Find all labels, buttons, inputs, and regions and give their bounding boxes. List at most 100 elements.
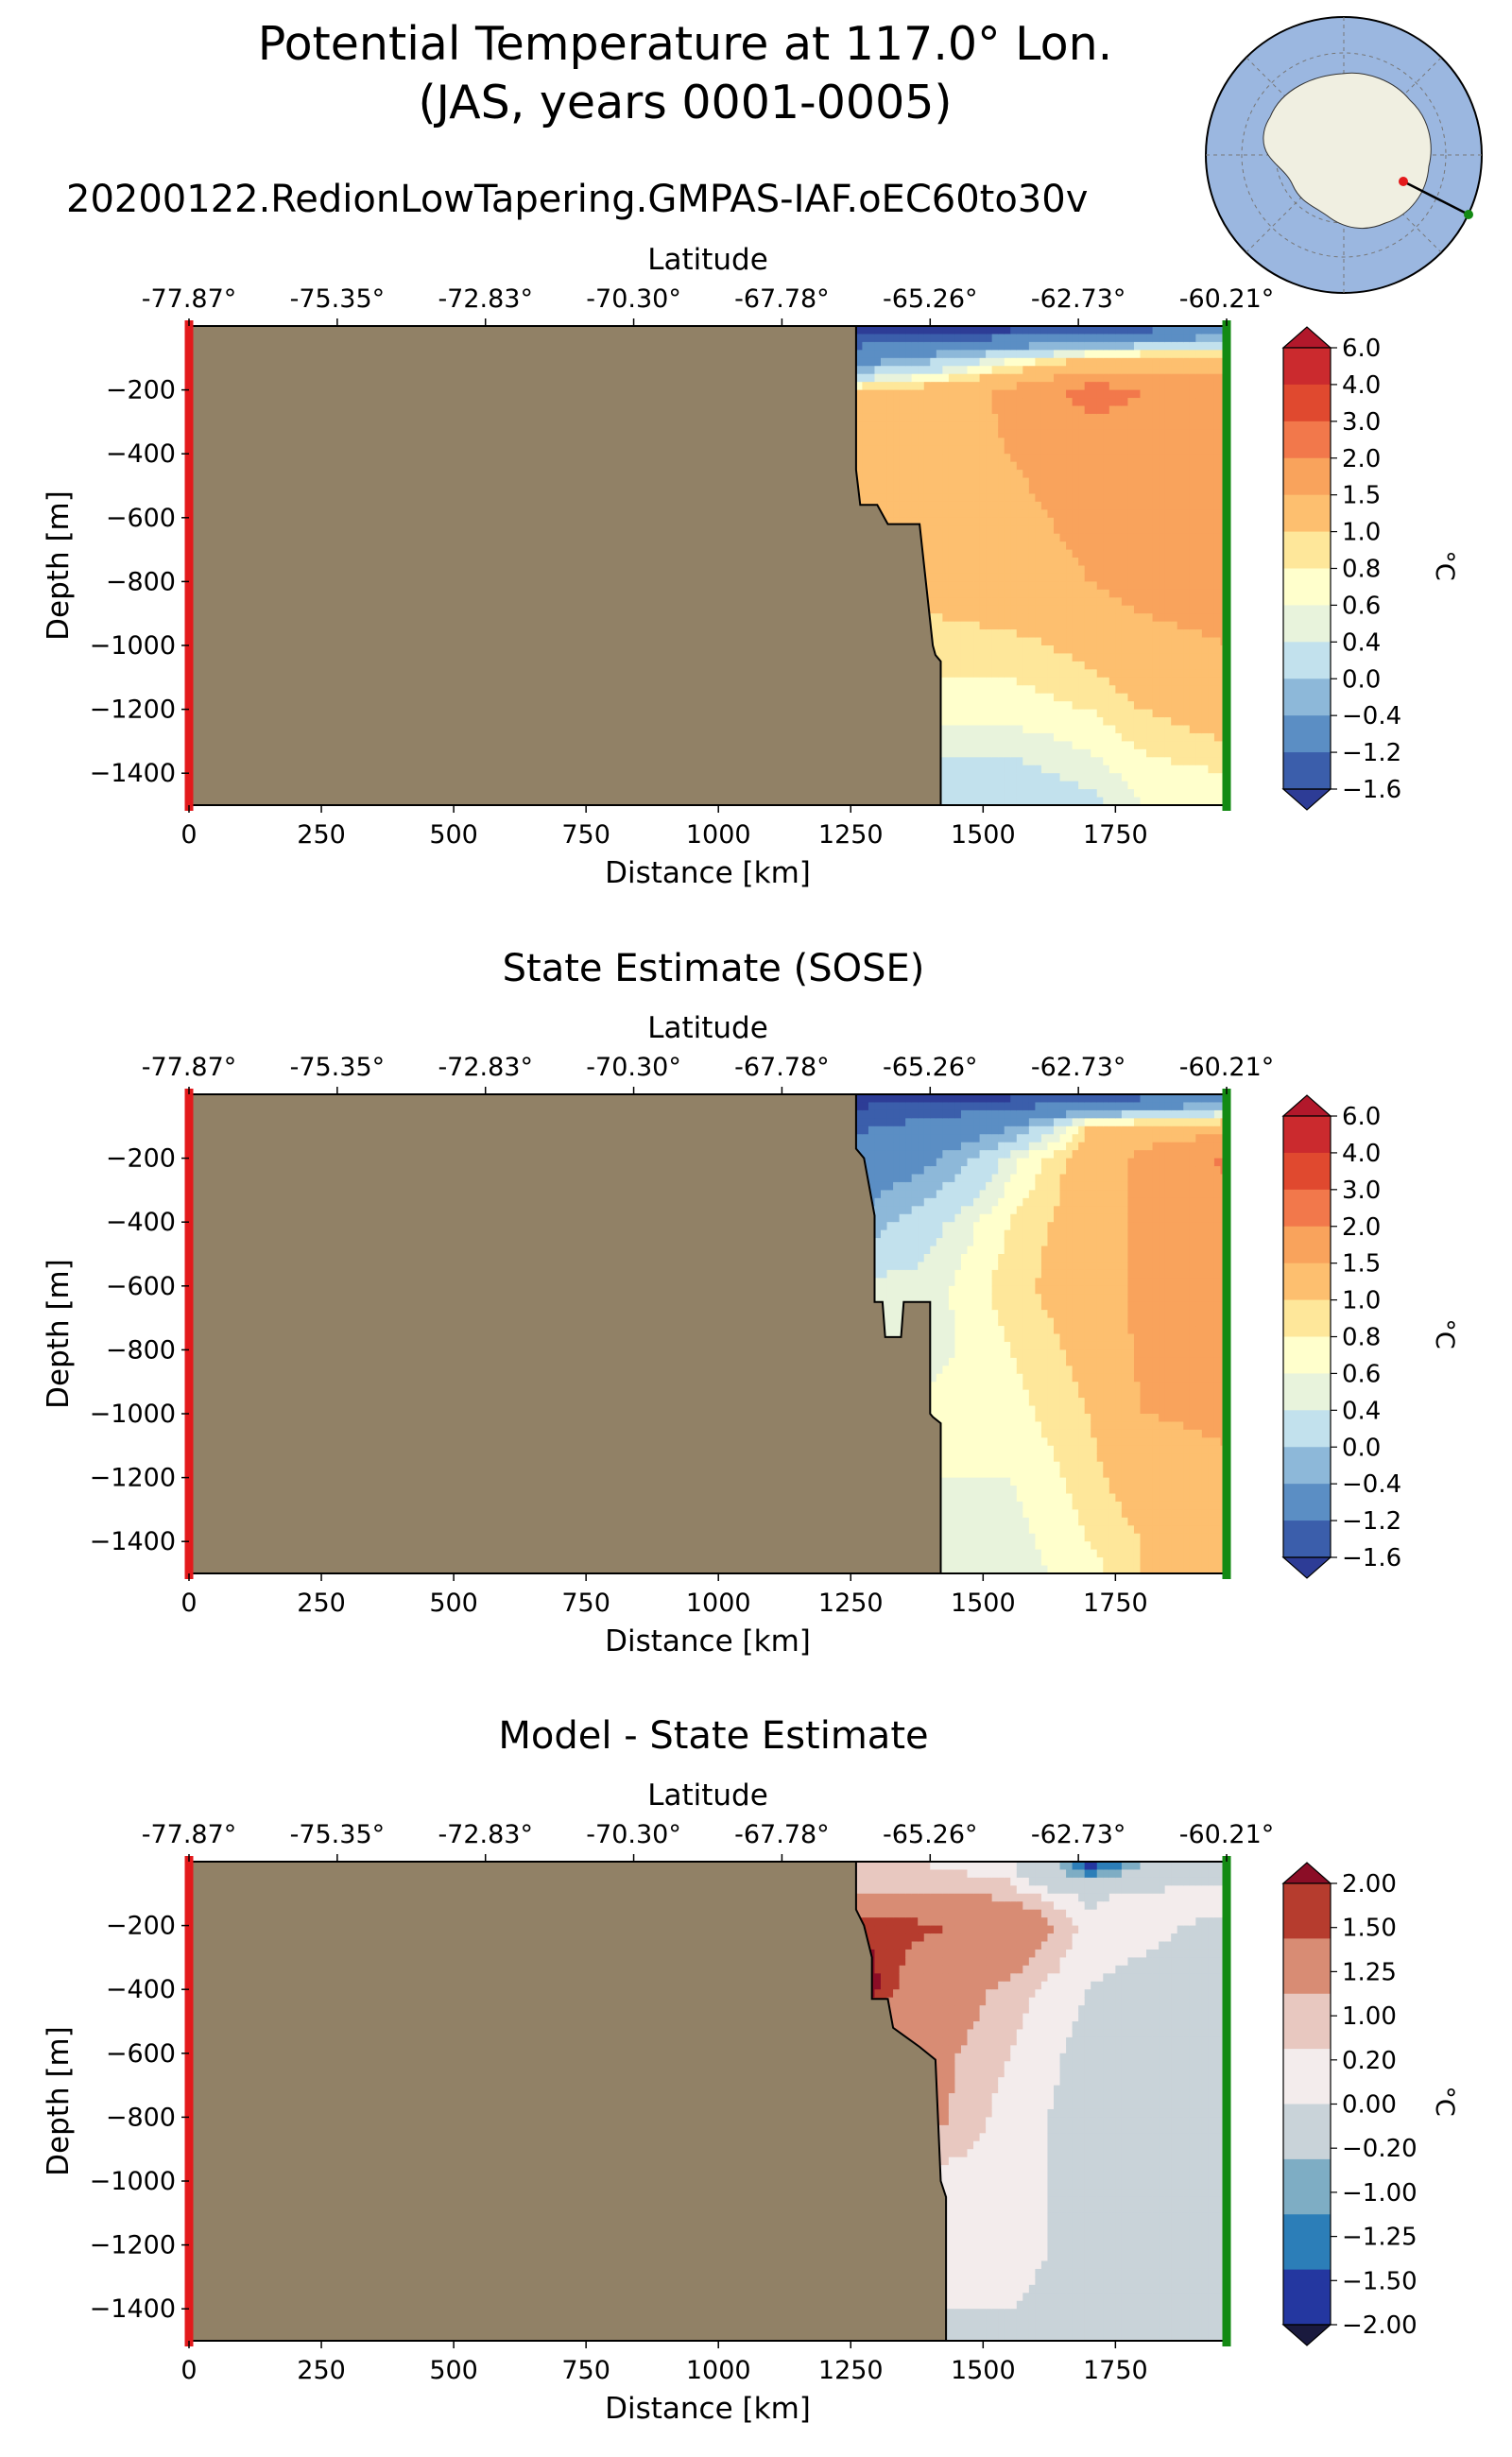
field-cell: [905, 1150, 913, 1160]
field-cell: [973, 1445, 981, 1454]
field-cell: [1159, 797, 1166, 806]
field-cell: [1208, 741, 1215, 750]
field-cell: [1140, 645, 1147, 655]
field-cell: [936, 366, 943, 375]
x-tick-label: 750: [561, 820, 610, 850]
field-cell: [886, 477, 894, 487]
field-cell: [899, 1222, 906, 1231]
field-cell: [936, 334, 943, 343]
field-cell: [948, 1461, 956, 1470]
field-cell: [874, 1118, 882, 1127]
field-cell: [918, 1206, 925, 1215]
field-cell: [881, 486, 888, 495]
field-cell: [1140, 461, 1147, 471]
field-cell: [1096, 382, 1104, 391]
field-cell: [1146, 445, 1154, 455]
field-cell: [1164, 533, 1172, 542]
field-cell: [1208, 748, 1215, 758]
field-cell: [1028, 389, 1036, 399]
field-cell: [936, 1389, 943, 1399]
field-cell: [954, 470, 962, 479]
field-cell: [1108, 413, 1116, 422]
field-cell: [1177, 373, 1184, 383]
field-cell: [1164, 685, 1172, 695]
field-cell: [1004, 669, 1011, 679]
field-cell: [1103, 725, 1110, 734]
field-cell: [1115, 541, 1123, 551]
field-cell: [930, 509, 937, 519]
field-cell: [874, 1181, 882, 1191]
field-cell: [1010, 725, 1018, 734]
field-cell: [948, 789, 956, 799]
field-cell: [1108, 398, 1116, 407]
field-cell: [936, 637, 943, 646]
field-cell: [1108, 558, 1116, 567]
field-cell: [1140, 525, 1147, 535]
field-cell: [1047, 637, 1055, 646]
field-cell: [1108, 501, 1116, 510]
field-cell: [954, 1222, 962, 1231]
field-cell: [1035, 669, 1042, 679]
field-cell: [1189, 389, 1196, 399]
field-cell: [1108, 589, 1116, 598]
field-cell: [942, 789, 950, 799]
field-cell: [899, 1238, 906, 1247]
field-cell: [1140, 725, 1147, 734]
field-cell: [881, 477, 888, 487]
field-cell: [1121, 326, 1129, 335]
field-cell: [979, 765, 987, 774]
field-cell: [1004, 421, 1011, 431]
field-cell: [886, 1174, 894, 1183]
field-cell: [930, 501, 937, 510]
field-cell: [1096, 701, 1104, 711]
field-cell: [973, 669, 981, 679]
field-cell: [868, 398, 876, 407]
field-cell: [1208, 732, 1215, 742]
field-cell: [967, 341, 974, 351]
field-cell: [1121, 717, 1129, 727]
field-cell: [1201, 581, 1209, 591]
field-cell: [1004, 677, 1011, 686]
field-cell: [1010, 685, 1018, 695]
field-cell: [1115, 486, 1123, 495]
field-cell: [1115, 326, 1123, 335]
field-cell: [899, 1166, 906, 1176]
field-cell: [967, 1294, 974, 1303]
field-cell: [960, 429, 969, 438]
field-cell: [905, 486, 913, 495]
field-cell: [1066, 661, 1074, 670]
field-cell: [1004, 709, 1011, 718]
field-cell: [1152, 429, 1160, 438]
field-cell: [1078, 357, 1086, 367]
field-cell: [886, 470, 894, 479]
field-cell: [1121, 597, 1129, 607]
field-cell: [874, 461, 882, 471]
field-cell: [874, 1246, 882, 1255]
field-cell: [979, 1229, 987, 1239]
field-cell: [1152, 781, 1160, 790]
field-cell: [1183, 748, 1191, 758]
field-cell: [893, 1158, 901, 1167]
field-cell: [1040, 438, 1049, 447]
field-cell: [1213, 597, 1222, 607]
field-cell: [1171, 757, 1178, 766]
field-cell: [1072, 477, 1079, 487]
field-cell: [1010, 486, 1018, 495]
field-cell: [1047, 732, 1055, 742]
field-cell: [979, 597, 987, 607]
field-cell: [1164, 629, 1172, 639]
field-cell: [1066, 366, 1074, 375]
field-cell: [918, 470, 925, 479]
field-cell: [1091, 373, 1098, 383]
field-cell: [942, 1206, 950, 1215]
field-cell: [967, 1405, 974, 1415]
field-cell: [1177, 558, 1184, 567]
field-cell: [1171, 357, 1178, 367]
field-cell: [973, 605, 981, 614]
y-axis-label: Depth [m]: [42, 490, 76, 641]
field-cell: [967, 1541, 974, 1551]
field-cell: [967, 373, 974, 383]
field-cell: [960, 1197, 969, 1207]
field-cell: [911, 1238, 919, 1247]
colorbar-tick-label: 0.8: [1342, 556, 1381, 584]
